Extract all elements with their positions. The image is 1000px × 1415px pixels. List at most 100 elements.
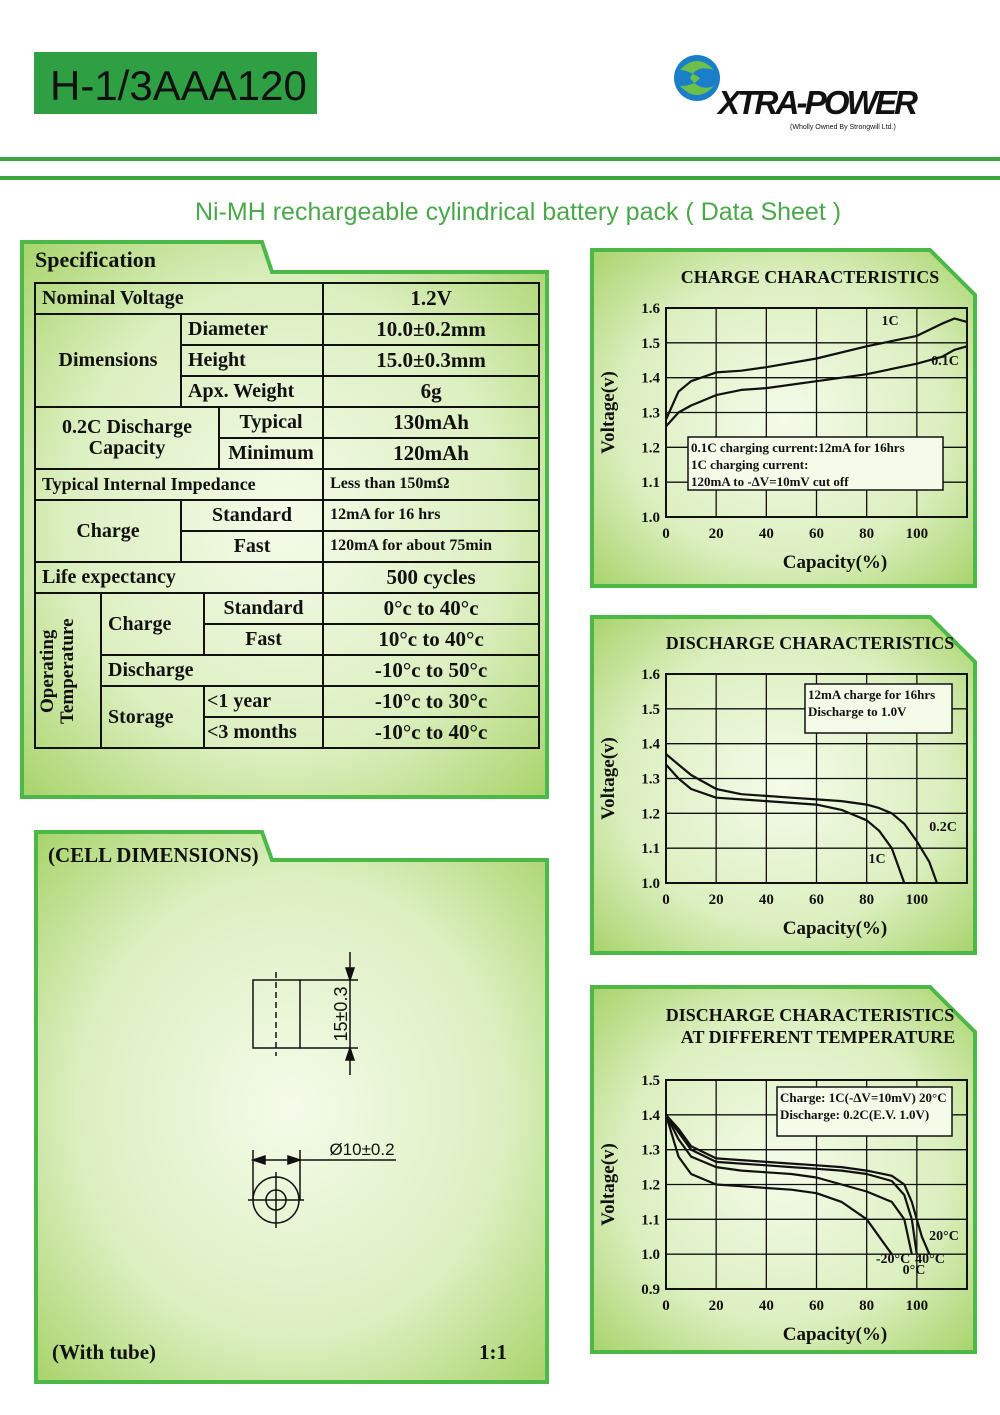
y-tick-label: 1.0 bbox=[641, 876, 660, 892]
rule bbox=[0, 157, 1000, 161]
label: Charge bbox=[34, 499, 182, 563]
x-tick-label: 60 bbox=[809, 526, 824, 542]
label: Typical bbox=[217, 406, 325, 439]
x-tick-label: 80 bbox=[859, 1298, 874, 1314]
value: 0°c to 40°c bbox=[322, 592, 541, 625]
series-line bbox=[665, 763, 906, 884]
y-tick-label: 1.4 bbox=[641, 371, 660, 387]
y-tick-label: 1.4 bbox=[641, 737, 660, 753]
y-tick-label: 1.0 bbox=[641, 1247, 660, 1263]
label: Apx. Weight bbox=[179, 375, 325, 408]
y-tick-label: 1.3 bbox=[641, 1143, 660, 1159]
x-tick-label: 0 bbox=[662, 1298, 670, 1314]
cell-panel bbox=[34, 830, 549, 1384]
label: <3 months bbox=[202, 716, 325, 749]
label: Standard bbox=[202, 592, 325, 625]
rule bbox=[0, 176, 1000, 180]
label: Fast bbox=[179, 530, 325, 563]
y-axis-label: Voltage(v) bbox=[598, 737, 619, 820]
label: Charge bbox=[100, 592, 205, 656]
annotation: 12mA charge for 16hrs bbox=[808, 687, 935, 702]
brand: XTRA-POWER bbox=[716, 84, 918, 121]
height-label: 15±0.3 bbox=[331, 987, 351, 1042]
chart-panel bbox=[590, 248, 977, 588]
y-tick-label: 1.1 bbox=[641, 841, 660, 857]
y-tick-label: 1.2 bbox=[641, 1178, 660, 1194]
scale: 1:1 bbox=[479, 1340, 507, 1364]
subtitle: Ni-MH rechargeable cylindrical battery p… bbox=[195, 198, 841, 226]
value: 12mA for 16 hrs bbox=[322, 499, 541, 532]
cell-title: (CELL DIMENSIONS) bbox=[48, 843, 259, 867]
series-line bbox=[664, 1114, 893, 1255]
series-line bbox=[665, 1114, 931, 1255]
x-axis-label: Capacity(%) bbox=[783, 1324, 887, 1345]
value: -10°c to 40°c bbox=[322, 716, 541, 749]
model-box bbox=[34, 52, 317, 114]
y-tick-label: 1.5 bbox=[641, 702, 660, 718]
x-tick-label: 40 bbox=[759, 526, 774, 542]
series-label: 40°C bbox=[915, 1252, 945, 1267]
label: Discharge bbox=[99, 654, 325, 687]
value: 15.0±0.3mm bbox=[322, 344, 541, 377]
x-axis-label: Capacity(%) bbox=[783, 552, 887, 573]
annotation: 0.1C charging current:12mA for 16hrs bbox=[691, 440, 905, 455]
series-label: -20°C bbox=[876, 1252, 910, 1267]
y-tick-label: 1.3 bbox=[641, 406, 660, 422]
series-label: 0.2C bbox=[929, 820, 957, 835]
series-line bbox=[665, 1114, 913, 1255]
label: Standard bbox=[179, 499, 325, 532]
label: Height bbox=[179, 344, 325, 377]
label: Storage bbox=[100, 685, 205, 749]
label: Operating Temperature bbox=[37, 617, 78, 724]
series-line bbox=[664, 317, 968, 420]
value: 1.2V bbox=[322, 282, 541, 315]
annotation-box bbox=[776, 1086, 953, 1137]
diameter-label: Ø10±0.2 bbox=[329, 1140, 394, 1159]
spec-table: Nominal Voltage 1.2V Dimensions Diameter 10… bbox=[33, 282, 541, 749]
brand-note: (Wholly Owned By Strongwill Ltd.) bbox=[790, 124, 896, 131]
x-tick-label: 40 bbox=[759, 892, 774, 908]
annotation: Discharge: 0.2C(E.V. 1.0V) bbox=[780, 1107, 929, 1122]
series-label: 0°C bbox=[903, 1263, 926, 1278]
series-label: 1C bbox=[881, 314, 898, 329]
y-tick-label: 1.1 bbox=[641, 1212, 660, 1228]
y-tick-label: 1.2 bbox=[641, 806, 660, 822]
label: 0.2C Discharge Capacity bbox=[34, 406, 220, 470]
y-tick-label: 1.2 bbox=[641, 440, 660, 456]
series-line bbox=[665, 1114, 918, 1255]
label: Fast bbox=[202, 623, 325, 656]
chart-panel bbox=[590, 985, 977, 1354]
x-tick-label: 80 bbox=[859, 526, 874, 542]
y-axis-label: Voltage(v) bbox=[598, 1143, 619, 1226]
x-tick-label: 20 bbox=[709, 892, 724, 908]
cell-drawing bbox=[248, 952, 396, 1228]
x-tick-label: 0 bbox=[662, 892, 670, 908]
x-tick-label: 20 bbox=[709, 526, 724, 542]
annotation: Discharge to 1.0V bbox=[808, 704, 907, 719]
y-tick-label: 1.4 bbox=[641, 1108, 660, 1124]
value: -10°c to 30°c bbox=[322, 685, 541, 718]
x-tick-label: 60 bbox=[809, 1298, 824, 1314]
annotation: Charge: 1C(-ΔV=10mV) 20°C bbox=[780, 1090, 947, 1105]
value: 10.0±0.2mm bbox=[322, 313, 541, 346]
annotation-box bbox=[804, 683, 953, 734]
label: Minimum bbox=[217, 437, 325, 470]
y-tick-label: 1.3 bbox=[641, 772, 660, 788]
label: Diameter bbox=[179, 313, 325, 346]
x-tick-label: 80 bbox=[859, 892, 874, 908]
x-tick-label: 100 bbox=[906, 1298, 929, 1314]
y-tick-label: 1.6 bbox=[641, 667, 660, 683]
x-tick-label: 100 bbox=[906, 892, 929, 908]
logo: XTRA-POWER (Wholly Owned By Strongwill L… bbox=[674, 55, 918, 131]
value: 500 cycles bbox=[322, 561, 541, 594]
value: -10°c to 50°c bbox=[322, 654, 541, 687]
x-axis-label: Capacity(%) bbox=[783, 918, 887, 939]
value: 130mAh bbox=[322, 406, 541, 439]
series-line bbox=[665, 345, 968, 428]
annotation: 1C charging current: bbox=[691, 457, 808, 472]
note: (With tube) bbox=[52, 1340, 156, 1364]
y-tick-label: 1.0 bbox=[641, 510, 660, 526]
annotation-box bbox=[687, 436, 944, 491]
y-tick-label: 1.5 bbox=[641, 1073, 660, 1089]
